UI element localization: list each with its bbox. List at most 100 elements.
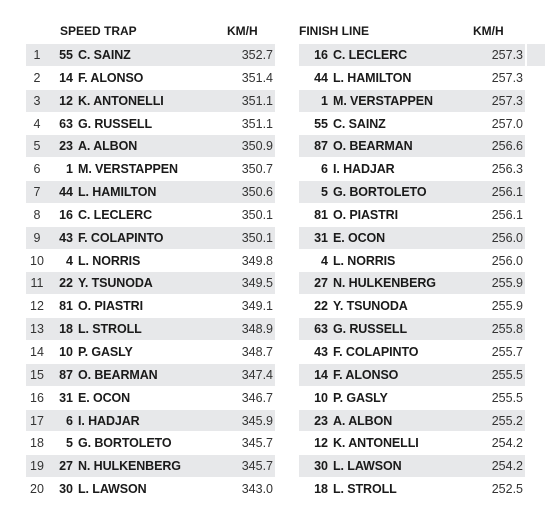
table-row: 3 12 K. ANTONELLI 351.1 [26, 89, 275, 113]
position: 15 [30, 367, 44, 382]
position: 18 [30, 436, 44, 451]
driver-name: F. COLAPINTO [333, 344, 419, 359]
speed-value: 351.4 [241, 70, 273, 85]
speed-value: 346.7 [241, 390, 273, 405]
car-number: 31 [59, 390, 73, 405]
driver-name: P. GASLY [333, 390, 388, 405]
driver-name: I. HADJAR [78, 413, 140, 428]
speed-value: 256.3 [491, 162, 523, 177]
table-row: 15 87 O. BEARMAN 347.4 [26, 363, 275, 387]
driver-name: L. HAMILTON [333, 70, 412, 85]
table-row: 11 22 Y. TSUNODA 349.5 [26, 272, 275, 296]
position: 3 [33, 93, 41, 108]
position: 13 [30, 322, 44, 337]
car-number: 87 [314, 139, 328, 154]
speed-value: 348.9 [241, 322, 273, 337]
car-number: 14 [314, 367, 328, 382]
position: 2 [33, 70, 41, 85]
speed-value: 349.1 [241, 299, 273, 314]
table-row: 18 5 G. BORTOLETO 345.7 [26, 432, 275, 456]
driver-name: Y. TSUNODA [333, 299, 408, 314]
table-row: 17 6 I. HADJAR 345.9 [26, 409, 275, 433]
table-row: 1 55 C. SAINZ 352.7 [26, 44, 275, 67]
car-number: 44 [59, 185, 73, 200]
table-row: 14 F. ALONSO 255.5 [299, 363, 525, 387]
position: 5 [33, 139, 41, 154]
car-number: 16 [314, 48, 328, 62]
table-row: 31 E. OCON 256.0 [299, 226, 525, 250]
position: 1 [33, 48, 41, 62]
driver-name: O. BEARMAN [333, 139, 413, 154]
speed-value: 255.7 [491, 344, 523, 359]
driver-name: A. ALBON [78, 139, 138, 154]
table-row: 10 4 L. NORRIS 349.8 [26, 249, 275, 273]
table-row: 9 43 F. COLAPINTO 350.1 [26, 226, 275, 250]
table-row: 13 18 L. STROLL 348.9 [26, 318, 275, 341]
next-column-edge [527, 44, 545, 66]
position: 12 [30, 299, 44, 314]
speed-value: 256.0 [491, 253, 523, 268]
car-number: 18 [314, 482, 328, 497]
speed-value: 256.6 [491, 139, 523, 154]
position: 4 [33, 116, 41, 131]
car-number: 12 [314, 436, 328, 451]
finish-line-table: FINISH LINE KM/H 16 C. LECLERC 257.3 44 L. H… [299, 18, 525, 501]
driver-name: P. GASLY [78, 344, 133, 359]
driver-name: G. BORTOLETO [333, 185, 427, 200]
table-row: 20 30 L. LAWSON 343.0 [26, 478, 275, 501]
table-row: 23 A. ALBON 255.2 [299, 409, 525, 433]
speed-value: 347.4 [241, 367, 273, 382]
car-number: 6 [321, 162, 328, 177]
speed-value: 351.1 [241, 93, 273, 108]
driver-name: F. ALONSO [333, 367, 399, 382]
position: 14 [30, 344, 44, 359]
table-row: 55 C. SAINZ 257.0 [299, 112, 525, 136]
driver-name: N. HULKENBERG [78, 459, 181, 474]
table-row: 19 27 N. HULKENBERG 345.7 [26, 455, 275, 479]
driver-name: G. BORTOLETO [78, 436, 172, 451]
speed-value: 350.9 [241, 139, 273, 154]
speed-trap-title: SPEED TRAP [60, 24, 137, 38]
car-number: 63 [314, 322, 328, 337]
car-number: 10 [59, 344, 73, 359]
finish-line-title: FINISH LINE [299, 24, 370, 38]
table-row: 2 14 F. ALONSO 351.4 [26, 66, 275, 90]
speed-trap-rows: 1 55 C. SAINZ 352.7 2 14 F. ALONSO 351.4 3 12 K. A… [26, 44, 275, 501]
driver-name: M. VERSTAPPEN [78, 162, 178, 177]
speed-value: 256.0 [491, 230, 523, 245]
speed-value: 349.8 [241, 253, 273, 268]
table-row: 87 O. BEARMAN 256.6 [299, 135, 525, 159]
car-number: 14 [59, 70, 73, 85]
table-row: 6 I. HADJAR 256.3 [299, 158, 525, 182]
speed-value: 257.3 [491, 93, 523, 108]
table-row: 6 1 M. VERSTAPPEN 350.7 [26, 158, 275, 182]
speed-value: 345.7 [241, 436, 273, 451]
driver-name: G. RUSSELL [78, 116, 153, 131]
speed-trap-header: SPEED TRAP KM/H [26, 18, 275, 44]
table-row: 27 N. HULKENBERG 255.9 [299, 272, 525, 296]
driver-name: E. OCON [333, 230, 386, 245]
car-number: 1 [321, 93, 328, 108]
speed-trap-unit: KM/H [227, 24, 258, 38]
car-number: 27 [59, 459, 73, 474]
speed-value: 257.3 [491, 48, 523, 62]
table-row: 8 16 C. LECLERC 350.1 [26, 203, 275, 227]
driver-name: C. LECLERC [78, 207, 153, 222]
table-row: 12 K. ANTONELLI 254.2 [299, 432, 525, 456]
car-number: 5 [321, 185, 328, 200]
driver-name: O. PIASTRI [78, 299, 143, 314]
table-row: 16 C. LECLERC 257.3 [299, 44, 525, 67]
driver-name: I. HADJAR [333, 162, 395, 177]
driver-name: L. LAWSON [333, 459, 402, 474]
car-number: 81 [59, 299, 73, 314]
position: 16 [30, 390, 44, 405]
position: 6 [33, 162, 41, 177]
car-number: 18 [59, 322, 73, 337]
car-number: 23 [314, 413, 328, 428]
car-number: 4 [66, 253, 73, 268]
table-row: 7 44 L. HAMILTON 350.6 [26, 181, 275, 204]
speed-value: 349.5 [241, 276, 273, 291]
car-number: 31 [314, 230, 328, 245]
speed-value: 254.2 [491, 436, 523, 451]
